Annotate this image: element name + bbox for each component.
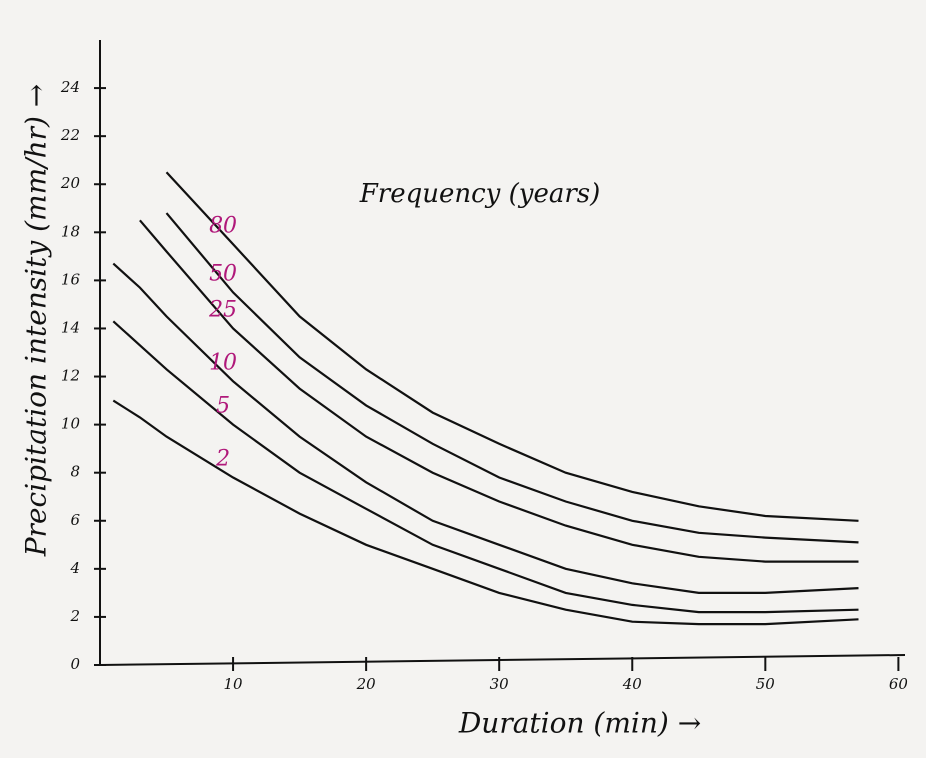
series-line [139,219,859,563]
series-line [112,320,859,614]
y-tick-label: 22 [60,126,80,144]
series-label: 80 [209,213,237,238]
series-line [112,399,859,626]
x-axis-title: Duration (min) → [458,707,701,740]
y-tick-label: 2 [69,607,80,625]
y-tick-label: 12 [61,367,80,385]
annotation: Frequency (years) [359,179,601,209]
x-tick-label: 10 [224,675,244,693]
y-tick-label: 10 [61,415,81,433]
series-label: 10 [209,350,237,375]
y-tick-label: 4 [69,559,80,577]
x-tick-label: 20 [356,675,377,693]
x-tick-label: 50 [756,675,776,693]
y-tick-label: 20 [60,174,81,192]
series-label: 5 [216,394,230,419]
x-axis [99,654,906,666]
x-tick-label: 40 [622,675,643,693]
y-tick-label: 6 [70,511,80,529]
y-tick-label: 16 [61,270,81,288]
series-label: 50 [209,261,237,286]
y-tick-label: 0 [70,655,80,673]
x-tick-label: 60 [889,675,909,693]
y-axis-title: Precipitation intensity (mm/hr) → [20,84,53,558]
y-tick-label: 18 [61,222,80,240]
series-label: 25 [208,297,237,322]
series-line [112,262,859,594]
y-tick-label: 24 [60,78,80,96]
y-tick-label: 8 [70,463,80,481]
series-label: 2 [215,447,230,472]
series-line [165,212,859,544]
series-line [165,171,859,522]
y-tick-label: 14 [61,318,80,336]
x-tick-label: 30 [490,675,510,693]
